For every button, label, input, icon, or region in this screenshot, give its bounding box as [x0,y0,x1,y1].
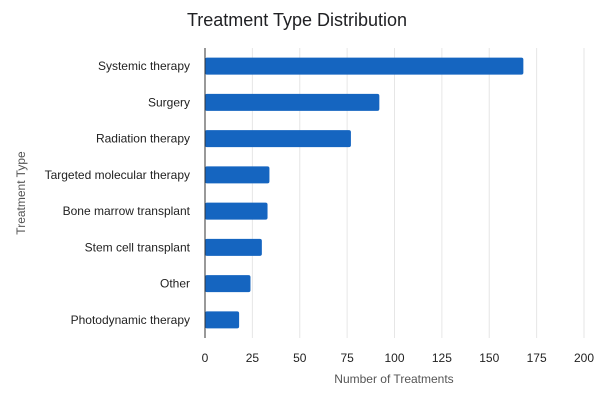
x-tick-label: 150 [479,351,499,365]
x-tick-label: 25 [246,351,260,365]
x-axis-title: Number of Treatments [334,372,453,386]
gridlines [251,48,585,338]
category-label: Stem cell transplant [85,240,191,254]
x-tick-label: 125 [432,351,452,365]
x-tick-labels: 0 25 50 75 100 125 150 175 200 [202,351,594,365]
x-tick-label: 200 [574,351,594,365]
category-labels: Systemic therapy Surgery Radiation therapy… [45,59,191,327]
x-tick-label: 175 [527,351,547,365]
category-label: Systemic therapy [98,59,190,73]
bar [205,311,240,329]
bar [205,93,380,111]
bar [205,202,268,220]
x-tick-label: 75 [340,351,354,365]
x-tick-label: 0 [202,351,209,365]
chart-title: Treatment Type Distribution [187,10,407,30]
category-label: Photodynamic therapy [71,313,190,327]
bar [205,275,251,293]
category-label: Targeted molecular therapy [45,168,190,182]
category-label: Other [160,277,190,291]
x-tick-label: 50 [293,351,307,365]
y-axis-title: Treatment Type [14,151,28,235]
bars [205,57,524,329]
bar [205,130,351,148]
bar [205,57,524,75]
category-label: Bone marrow transplant [63,204,191,218]
bar [205,166,270,184]
category-label: Surgery [148,95,190,109]
category-label: Radiation therapy [96,132,190,146]
bar [205,238,262,256]
x-tick-label: 100 [384,351,404,365]
